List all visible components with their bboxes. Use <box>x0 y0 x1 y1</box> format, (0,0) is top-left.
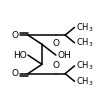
Text: CH$_3$: CH$_3$ <box>76 37 94 49</box>
Text: CH$_3$: CH$_3$ <box>76 21 94 34</box>
Text: O: O <box>12 69 19 78</box>
Text: HO: HO <box>13 51 26 60</box>
Text: CH$_3$: CH$_3$ <box>76 75 94 88</box>
Text: O: O <box>12 31 19 40</box>
Text: O: O <box>52 61 59 70</box>
Text: CH$_3$: CH$_3$ <box>76 60 94 72</box>
Text: OH: OH <box>57 51 71 60</box>
Text: O: O <box>52 39 59 48</box>
